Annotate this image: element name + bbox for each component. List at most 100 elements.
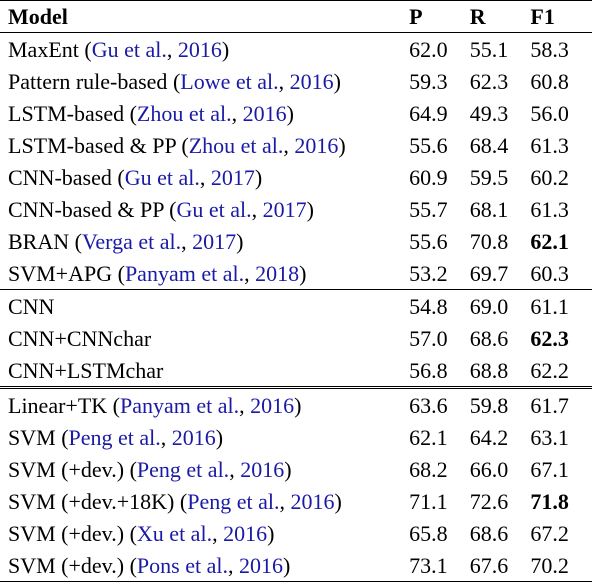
cite-close-paren: )	[299, 260, 307, 286]
citation-author-link[interactable]: Lowe et al.	[180, 68, 279, 94]
table-header: Model P R F1	[0, 0, 592, 33]
citation-author-link[interactable]: Peng et al.	[68, 424, 161, 450]
cell-recall: 55.1	[469, 36, 509, 62]
cell-recall: 68.8	[469, 357, 509, 383]
citation-year-link[interactable]: 2016	[238, 552, 283, 578]
cell-model: SVM (Peng et al., 2016)	[0, 421, 409, 453]
cell-f1: 62.1	[530, 228, 569, 254]
cell-precision: 71.1	[409, 488, 448, 514]
cell-model: LSTM-based & PP (Zhou et al., 2016)	[0, 129, 409, 161]
cite-open-paren: (	[124, 552, 137, 578]
header-model: Model	[0, 0, 410, 33]
cell-recall: 64.2	[469, 424, 509, 450]
cell-precision: 60.9	[409, 164, 448, 190]
cite-close-paren: )	[334, 488, 342, 514]
citation-year-link[interactable]: 2016	[242, 100, 287, 126]
cite-separator: ,	[279, 488, 291, 514]
cell-recall: 67.6	[469, 549, 531, 582]
table-row: MaxEnt (Gu et al., 2016) 62.0 55.1 58.3	[0, 33, 592, 66]
citation-author-link[interactable]: Xu et al.	[136, 520, 213, 546]
cite-separator: ,	[181, 228, 193, 254]
cell-recall: 68.1	[469, 196, 509, 222]
cite-open-paren: (	[124, 520, 137, 546]
cell-precision: 57.0	[409, 325, 448, 351]
citation-year-link[interactable]: 2016	[177, 36, 222, 62]
method-name: SVM+APG	[8, 260, 113, 286]
cite-close-paren: )	[215, 424, 224, 450]
citation-author-link[interactable]: Panyam et al.	[119, 392, 240, 418]
cell-recall: 68.4	[469, 132, 509, 158]
cell-f1: 58.3	[530, 36, 569, 62]
citation-year-link[interactable]: 2016	[171, 424, 216, 450]
method-name: MaxEnt	[8, 36, 79, 62]
table-row: CNN 54.8 69.0 61.1	[0, 289, 592, 322]
cite-separator: ,	[166, 36, 178, 62]
method-name: CNN-based	[8, 164, 112, 190]
cite-open-paren: (	[107, 392, 120, 418]
citation-year-link[interactable]: 2016	[250, 392, 295, 418]
citation-author-link[interactable]: Zhou et al.	[188, 132, 284, 158]
cite-close-paren: )	[294, 392, 302, 418]
cell-precision: 65.8	[409, 520, 448, 546]
cite-open-paren: (	[124, 456, 137, 482]
citation-year-link[interactable]: 2017	[262, 196, 307, 222]
cell-precision: 55.7	[409, 196, 448, 222]
cite-close-paren: )	[284, 456, 292, 482]
citation-year-link[interactable]: 2017	[210, 164, 255, 190]
cite-close-paren: )	[306, 196, 314, 222]
citation-author-link[interactable]: Panyam et al.	[124, 260, 245, 286]
cite-close-paren: )	[282, 552, 291, 578]
citation-year-link[interactable]: 2018	[255, 260, 300, 286]
cite-open-paren: (	[78, 36, 92, 62]
cell-f1: 63.1	[530, 424, 569, 450]
header-r: R	[469, 0, 531, 33]
cell-recall: 69.7	[469, 260, 509, 286]
citation-author-link[interactable]: Gu et al.	[176, 196, 252, 222]
citation-year-link[interactable]: 2016	[294, 132, 339, 158]
cell-precision: 62.0	[409, 36, 448, 62]
citation-author-link[interactable]: Gu et al.	[91, 36, 167, 62]
table-row: LSTM-based & PP (Zhou et al., 2016) 55.6 6…	[0, 129, 592, 161]
cite-separator: ,	[278, 68, 290, 94]
cell-model: SVM (+dev.) (Pons et al., 2016)	[0, 549, 410, 582]
method-name: LSTM-based	[8, 100, 125, 126]
cite-open-paren: (	[163, 196, 177, 222]
cite-close-paren: )	[333, 68, 341, 94]
cell-f1: 70.2	[530, 549, 592, 582]
citation-author-link[interactable]: Peng et al.	[136, 456, 230, 482]
citation-author-link[interactable]: Pons et al.	[136, 552, 228, 578]
cite-separator: ,	[199, 164, 211, 190]
citation-year-link[interactable]: 2016	[223, 520, 268, 546]
cell-f1: 67.1	[530, 456, 569, 482]
cite-close-paren: )	[338, 132, 346, 158]
cell-precision: 55.6	[409, 228, 448, 254]
citation-author-link[interactable]: Verga et al.	[81, 228, 182, 254]
table-row: SVM+APG (Panyam et al., 2018) 53.2 69.7 60.…	[0, 257, 592, 290]
method-name: CNN-based & PP	[8, 196, 164, 222]
citation-year-link[interactable]: 2017	[192, 228, 237, 254]
cell-recall: 59.5	[469, 164, 509, 190]
cell-recall: 62.3	[469, 68, 509, 94]
table-row: SVM (+dev.+18K) (Peng et al., 2016) 71.1 7…	[0, 485, 592, 517]
cite-open-paren: (	[69, 228, 82, 254]
cite-close-paren: )	[286, 100, 294, 126]
cell-precision: 56.8	[409, 357, 448, 383]
method-name: SVM (+dev.)	[8, 520, 125, 546]
table-row: CNN-based (Gu et al., 2017) 60.9 59.5 60.2	[0, 161, 592, 193]
citation-year-link[interactable]: 2016	[240, 456, 285, 482]
method-name: SVM (+dev.+18K)	[8, 488, 175, 514]
citation-author-link[interactable]: Peng et al.	[187, 488, 280, 514]
cell-model: LSTM-based (Zhou et al., 2016)	[0, 97, 409, 129]
cell-precision: 59.3	[409, 68, 448, 94]
citation-author-link[interactable]: Gu et al.	[124, 164, 200, 190]
method-name: SVM (+dev.)	[8, 456, 125, 482]
citation-year-link[interactable]: 2016	[289, 68, 334, 94]
cell-f1: 56.0	[530, 100, 569, 126]
cite-close-paren: )	[267, 520, 275, 546]
cite-open-paren: (	[174, 488, 188, 514]
table-row: SVM (+dev.) (Peng et al., 2016) 68.2 66.0 6…	[0, 453, 592, 485]
citation-year-link[interactable]: 2016	[290, 488, 335, 514]
citation-author-link[interactable]: Zhou et al.	[136, 100, 232, 126]
cell-precision: 55.6	[409, 132, 448, 158]
cite-separator: ,	[283, 132, 295, 158]
